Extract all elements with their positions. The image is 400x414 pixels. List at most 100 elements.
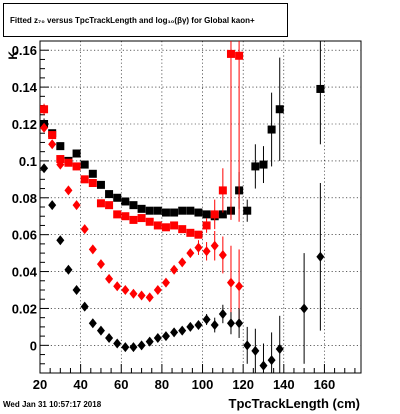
- data-point: [300, 303, 309, 314]
- data-point: [72, 149, 81, 158]
- data-point: [113, 338, 122, 349]
- data-point: [259, 160, 268, 169]
- data-point: [267, 355, 276, 366]
- data-point: [153, 221, 162, 230]
- title-box: Fitted z₇₀ versus TpcTrackLength and log…: [3, 3, 288, 37]
- data-point: [80, 160, 89, 169]
- data-point: [40, 105, 49, 114]
- data-point: [210, 240, 219, 251]
- y-tick-label: 0.02: [12, 301, 37, 316]
- data-point: [88, 169, 97, 178]
- data-point: [186, 321, 195, 332]
- data-point: [80, 224, 89, 235]
- x-tick-label: 160: [314, 377, 336, 392]
- data-point: [235, 318, 244, 329]
- plot-area: [40, 41, 361, 373]
- series-3: [40, 163, 325, 373]
- data-point: [226, 277, 235, 288]
- data-point: [153, 332, 162, 343]
- data-point: [88, 244, 97, 255]
- data-point: [202, 210, 211, 219]
- x-tick-label: 100: [192, 377, 214, 392]
- x-tick-label: 120: [232, 377, 254, 392]
- data-point: [194, 242, 203, 253]
- data-point: [210, 210, 219, 219]
- data-point: [88, 318, 97, 329]
- data-point: [64, 158, 73, 167]
- data-point: [243, 340, 252, 351]
- y-tick-label: 0.06: [12, 228, 37, 243]
- data-point: [170, 208, 179, 217]
- x-tick-label: 20: [33, 377, 47, 392]
- data-point: [129, 215, 138, 224]
- data-point: [121, 285, 130, 295]
- data-point: [72, 285, 81, 295]
- data-point: [153, 285, 162, 295]
- data-point: [145, 217, 154, 226]
- data-point: [161, 223, 170, 232]
- data-point: [48, 200, 57, 211]
- series-1: [40, 41, 244, 239]
- data-point: [218, 210, 227, 219]
- data-point: [178, 225, 187, 234]
- y-axis-label: K: [6, 51, 20, 60]
- data-point: [186, 248, 195, 259]
- data-point: [105, 273, 114, 284]
- data-point: [121, 212, 130, 221]
- x-tick-label: 40: [73, 377, 87, 392]
- y-tick-label: 0.08: [12, 191, 37, 206]
- data-point: [56, 159, 65, 170]
- data-point: [145, 292, 154, 303]
- data-point: [48, 139, 57, 150]
- x-tick-label: 140: [273, 377, 295, 392]
- data-point: [121, 342, 130, 353]
- data-point: [251, 345, 260, 356]
- data-point: [56, 155, 65, 164]
- data-point: [218, 186, 227, 195]
- data-point: [72, 200, 81, 211]
- data-point: [202, 246, 211, 257]
- data-point: [161, 208, 170, 217]
- data-point: [105, 190, 114, 199]
- data-point: [72, 162, 81, 171]
- data-point: [178, 325, 187, 336]
- data-point: [226, 49, 235, 58]
- data-point: [80, 175, 89, 184]
- data-point: [218, 308, 227, 319]
- data-point: [56, 235, 65, 246]
- data-point: [113, 210, 122, 219]
- data-point: [137, 290, 146, 301]
- data-point: [48, 131, 57, 140]
- data-point: [113, 281, 122, 292]
- data-point: [210, 320, 219, 331]
- data-point: [218, 249, 227, 260]
- data-point: [113, 193, 122, 202]
- data-point: [137, 340, 146, 351]
- data-point: [137, 204, 146, 213]
- data-point: [275, 105, 284, 114]
- data-point: [259, 360, 268, 371]
- x-tick-label: 60: [114, 377, 128, 392]
- data-point: [129, 201, 138, 210]
- data-point: [194, 208, 203, 217]
- data-point: [275, 344, 284, 355]
- data-point: [137, 214, 146, 223]
- data-point: [129, 342, 138, 353]
- data-point: [145, 206, 154, 215]
- chart-title: Fitted z₇₀ versus TpcTrackLength and log…: [10, 16, 255, 25]
- data-point: [178, 206, 187, 215]
- data-point: [96, 180, 105, 189]
- y-tick-label: 0.12: [12, 117, 37, 132]
- data-point: [170, 264, 179, 275]
- data-point: [64, 185, 73, 196]
- data-point: [316, 84, 325, 93]
- data-point: [40, 122, 49, 133]
- data-point: [96, 325, 105, 336]
- data-point: [105, 201, 114, 210]
- data-point: [178, 257, 187, 268]
- data-point: [170, 221, 179, 230]
- data-point: [96, 199, 105, 208]
- y-tick-label: 0.1: [19, 154, 37, 169]
- data-point: [186, 228, 195, 237]
